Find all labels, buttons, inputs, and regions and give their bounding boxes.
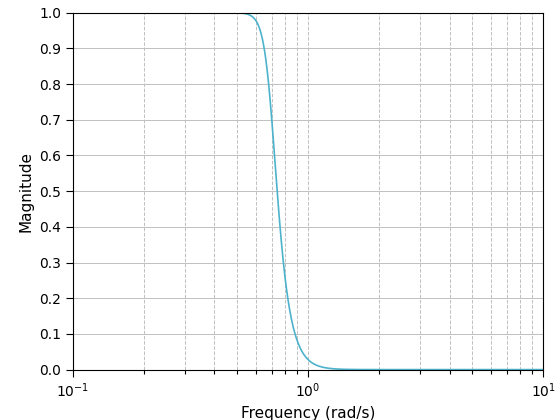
Y-axis label: Magnitude: Magnitude — [18, 151, 34, 231]
X-axis label: Frequency (rad/s): Frequency (rad/s) — [241, 406, 375, 420]
